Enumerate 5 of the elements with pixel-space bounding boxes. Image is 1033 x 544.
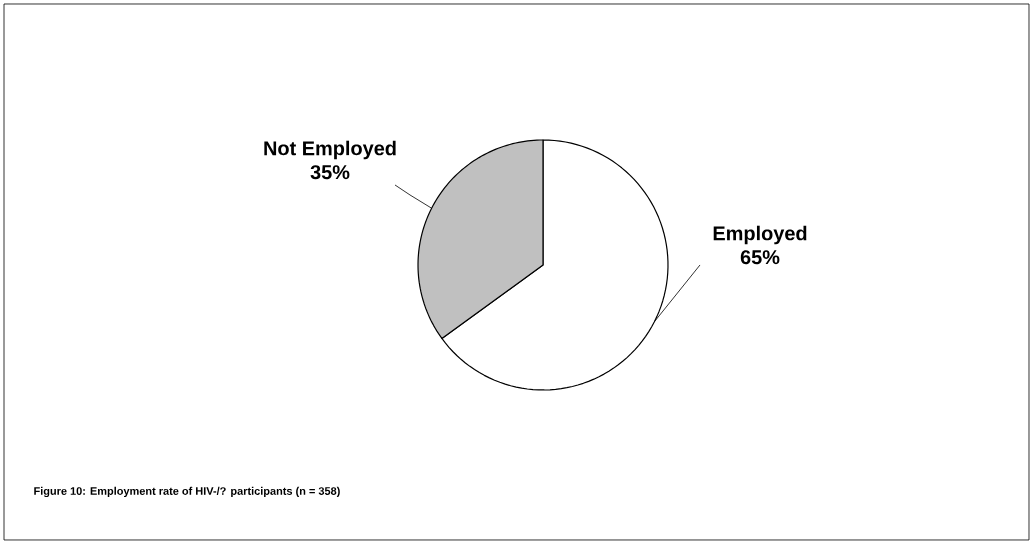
data-label: 35% bbox=[310, 165, 350, 180]
slice-label: Employed bbox=[713, 225, 807, 245]
slice-label: Not Employed bbox=[264, 140, 396, 160]
text: Figure 10: Employment rate of HIV-/? participants (n = 358) bbox=[34, 486, 340, 498]
data-label: 65% bbox=[740, 250, 780, 265]
